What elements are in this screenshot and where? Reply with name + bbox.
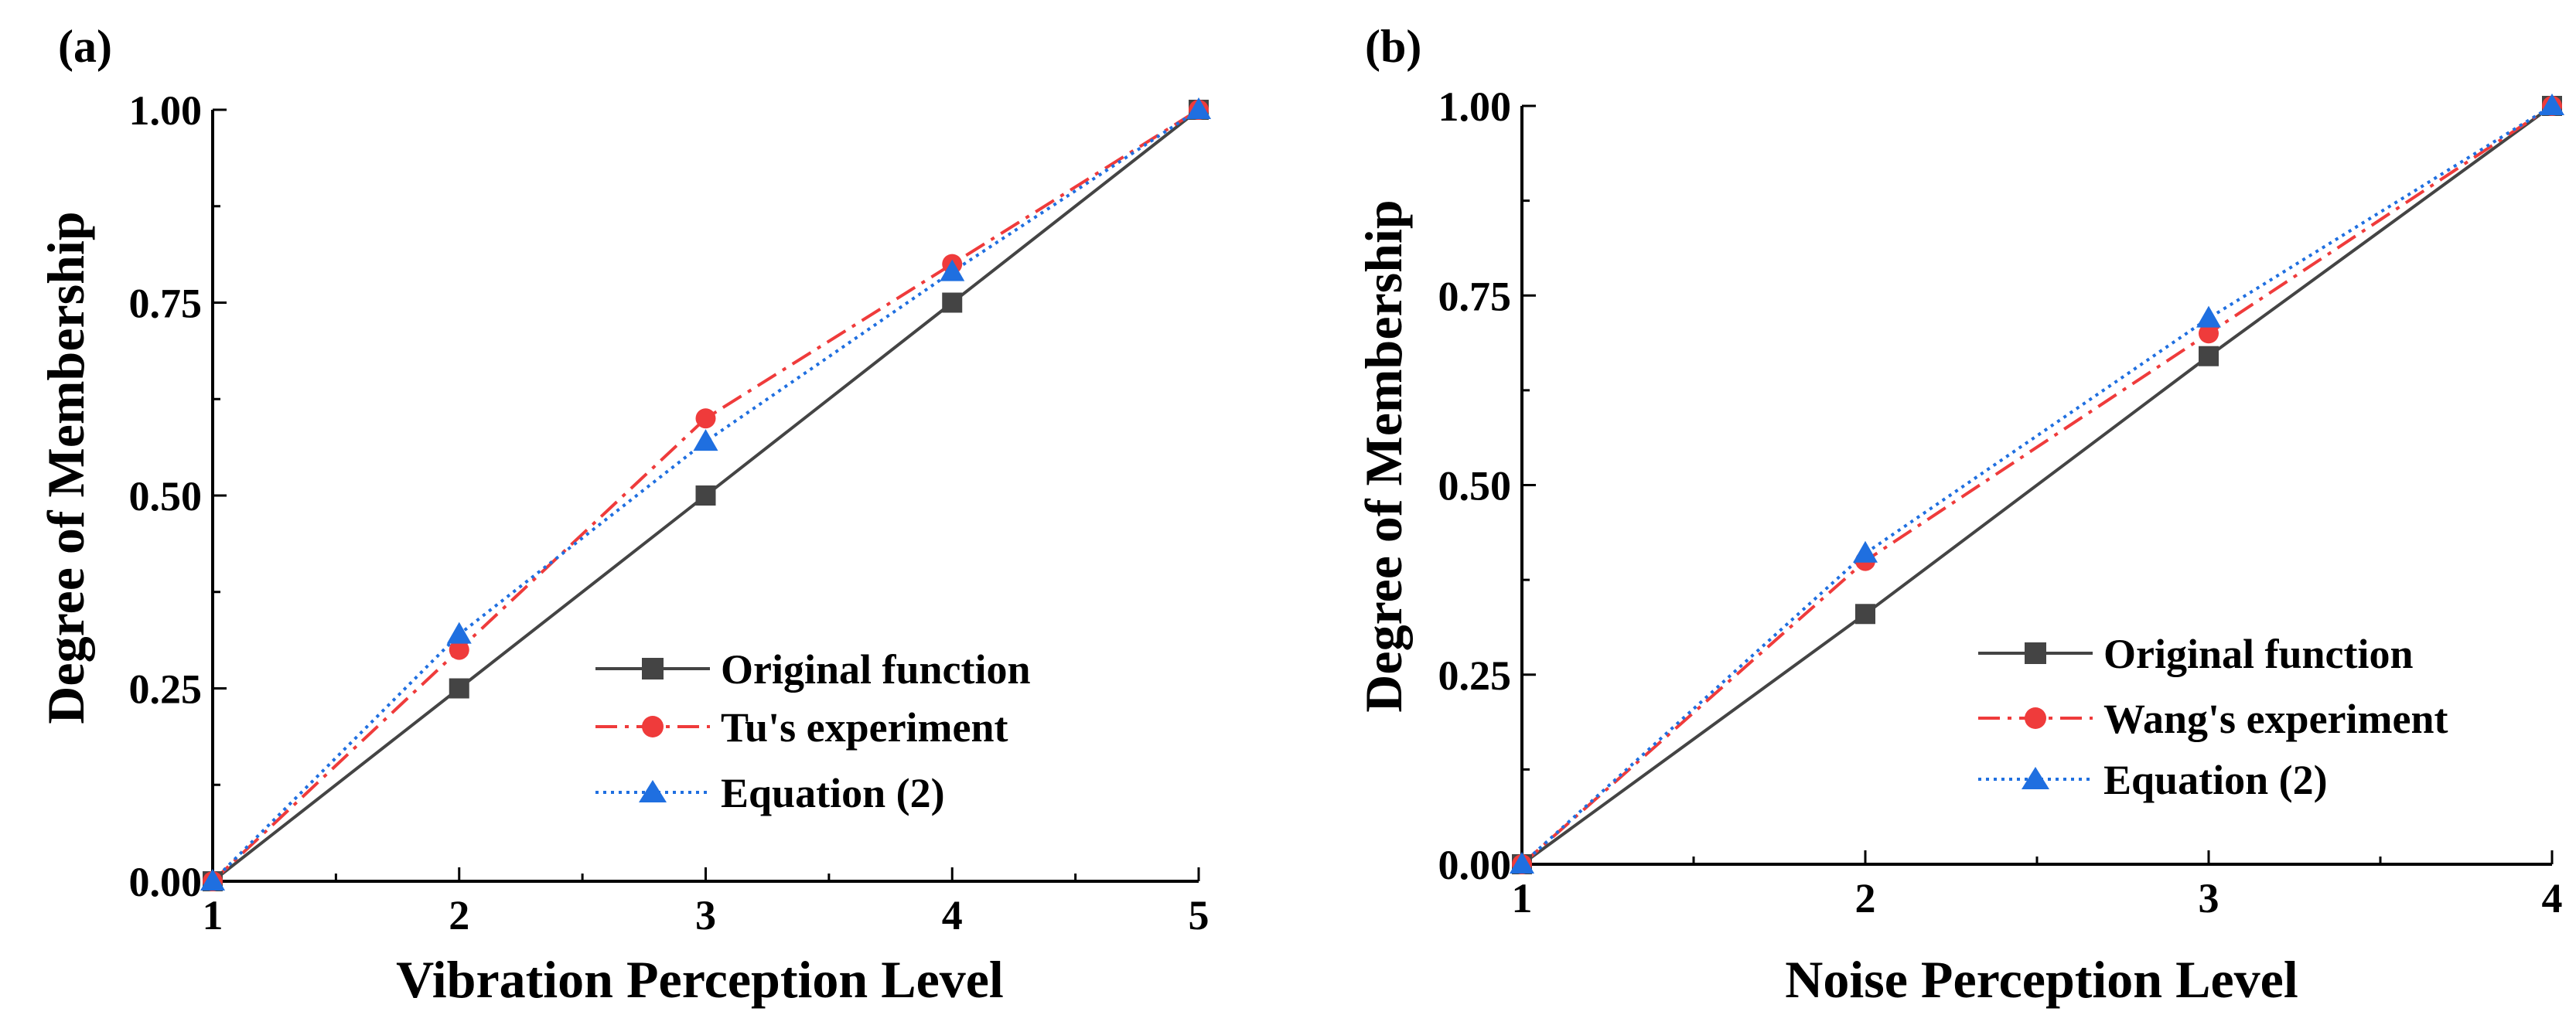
series-line-experiment-b xyxy=(1520,104,2554,866)
data-point-original-a xyxy=(449,678,469,699)
data-point-equation-b xyxy=(1853,540,1878,563)
data-point-equation-a xyxy=(446,622,472,644)
data-point-original-a xyxy=(695,485,716,506)
y-tick-label-b: 0.25 xyxy=(1438,652,1512,699)
data-point-original-a xyxy=(942,292,963,313)
legend-marker-equation-b xyxy=(2022,767,2049,789)
legend-label-original-a: Original function xyxy=(721,646,1031,693)
data-point-experiment-a xyxy=(449,639,469,660)
legend-marker-experiment-a xyxy=(642,716,664,737)
data-point-original-b xyxy=(2199,346,2219,366)
x-tick-label-b: 3 xyxy=(2199,875,2219,921)
y-tick-label-a: 0.25 xyxy=(129,666,203,713)
panel-a: (a) Degree of Membership Vibration Perce… xyxy=(36,21,1211,1009)
series-line-original-b xyxy=(1520,104,2554,866)
legend-marker-original-a xyxy=(642,658,664,679)
x-tick-label-a: 1 xyxy=(203,892,223,938)
x-axis-title-a: Vibration Perception Level xyxy=(396,950,1004,1009)
panel-label-b: (b) xyxy=(1365,21,1421,72)
y-tick-label-a: 0.50 xyxy=(129,473,203,519)
y-axis-title-b: Degree of Membership xyxy=(1354,199,1413,712)
legend-a: Original function Tu's experiment Equati… xyxy=(595,646,1031,816)
data-point-equation-b xyxy=(2196,305,2221,328)
y-tick-label-b: 0.50 xyxy=(1438,463,1512,509)
x-tick-label-a: 3 xyxy=(695,892,716,938)
legend-label-equation-b: Equation (2) xyxy=(2103,757,2328,803)
y-tick-label-b: 0.75 xyxy=(1438,273,1512,319)
data-point-equation-a xyxy=(693,429,718,451)
legend-marker-original-b xyxy=(2025,642,2046,664)
legend-marker-equation-a xyxy=(639,780,667,802)
x-tick-label-b: 1 xyxy=(1512,875,1533,921)
legend-label-experiment-a: Tu's experiment xyxy=(721,704,1008,751)
plot-area-a: 1 2 3 4 5 0.00 0.25 0.50 0.75 1.00 xyxy=(129,87,1211,938)
y-tick-label-a: 1.00 xyxy=(129,87,203,134)
data-point-equation-a xyxy=(940,259,965,281)
data-point-equation-a xyxy=(200,869,225,891)
legend-b: Original function Wang's experiment Equa… xyxy=(1978,631,2448,803)
y-tick-label-b: 0.00 xyxy=(1438,842,1512,888)
data-point-equation-b xyxy=(2540,94,2564,115)
data-point-experiment-a xyxy=(695,408,716,429)
x-tick-label-a: 4 xyxy=(942,892,963,938)
data-point-equation-a xyxy=(1186,97,1211,119)
y-tick-label-b: 1.00 xyxy=(1438,83,1512,130)
x-tick-label-a: 2 xyxy=(449,892,469,938)
legend-label-original-b: Original function xyxy=(2103,631,2414,677)
legend-label-equation-a: Equation (2) xyxy=(721,770,945,816)
panel-b: (b) Degree of Membership Noise Perceptio… xyxy=(1354,21,2564,1009)
x-tick-label-b: 2 xyxy=(1855,875,1876,921)
x-tick-label-a: 5 xyxy=(1189,892,1210,938)
data-point-original-b xyxy=(1855,604,1875,625)
plot-area-b: 1 2 3 4 0.00 0.25 0.50 0.75 1.00 xyxy=(1438,83,2564,921)
legend-marker-experiment-b xyxy=(2025,707,2046,729)
y-tick-label-a: 0.00 xyxy=(129,859,203,905)
y-tick-label-a: 0.75 xyxy=(129,281,203,327)
series-line-equation-a xyxy=(211,108,1200,883)
data-point-experiment-b xyxy=(2199,323,2219,344)
y-axis-title-a: Degree of Membership xyxy=(36,211,95,724)
data-point-equation-b xyxy=(1510,852,1534,874)
x-axis-title-b: Noise Perception Level xyxy=(1785,950,2298,1009)
legend-label-experiment-b: Wang's experiment xyxy=(2103,696,2448,742)
panel-label-a: (a) xyxy=(58,21,112,72)
x-tick-label-b: 4 xyxy=(2542,875,2563,921)
